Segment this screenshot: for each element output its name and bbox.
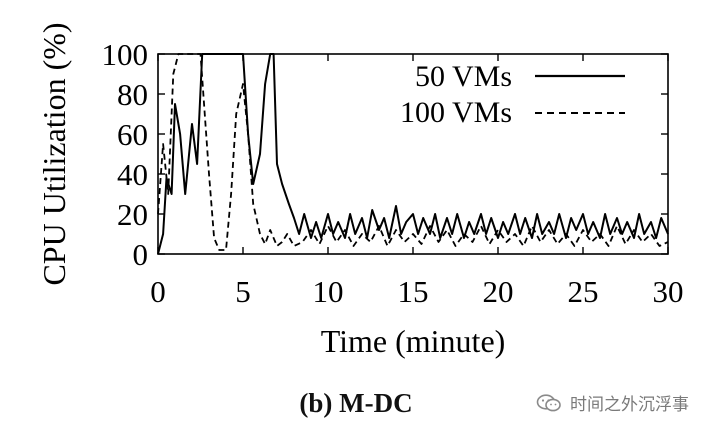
- y-axis-label: CPU Utilization (%): [36, 22, 72, 285]
- series-layer: [157, 53, 669, 255]
- x-axis-label: Time (minute): [321, 323, 506, 359]
- figure-caption: (b) M-DC: [299, 388, 413, 418]
- watermark-text: 时间之外沉浮事: [570, 395, 689, 415]
- y-tick-label-0: 0: [133, 237, 149, 272]
- y-tick-label-60: 60: [117, 117, 148, 152]
- wechat-icon: [536, 393, 561, 411]
- y-tick-label-40: 40: [117, 157, 148, 192]
- x-tick-label-15: 15: [398, 274, 429, 309]
- y-tick-label-100: 100: [102, 37, 149, 72]
- x-tick-label-10: 10: [313, 274, 344, 309]
- x-tick-label-30: 30: [653, 274, 684, 309]
- y-tick-label-80: 80: [117, 77, 148, 112]
- series-line-100-vms: [157, 53, 669, 251]
- y-tick-label-20: 20: [117, 197, 148, 232]
- legend: 50 VMs 100 VMs: [400, 60, 625, 129]
- watermark: 时间之外沉浮事: [536, 390, 689, 415]
- tick-layer: 0 5 10 15 20 25 30 0 20 40 60 80 100: [102, 37, 684, 309]
- series-line-50-vms: [157, 53, 669, 255]
- legend-label-50-vms: 50 VMs: [415, 60, 512, 93]
- x-tick-label-5: 5: [235, 274, 251, 309]
- x-tick-label-20: 20: [483, 274, 514, 309]
- x-tick-label-25: 25: [568, 274, 599, 309]
- x-tick-label-0: 0: [150, 274, 166, 309]
- legend-label-100-vms: 100 VMs: [400, 96, 512, 129]
